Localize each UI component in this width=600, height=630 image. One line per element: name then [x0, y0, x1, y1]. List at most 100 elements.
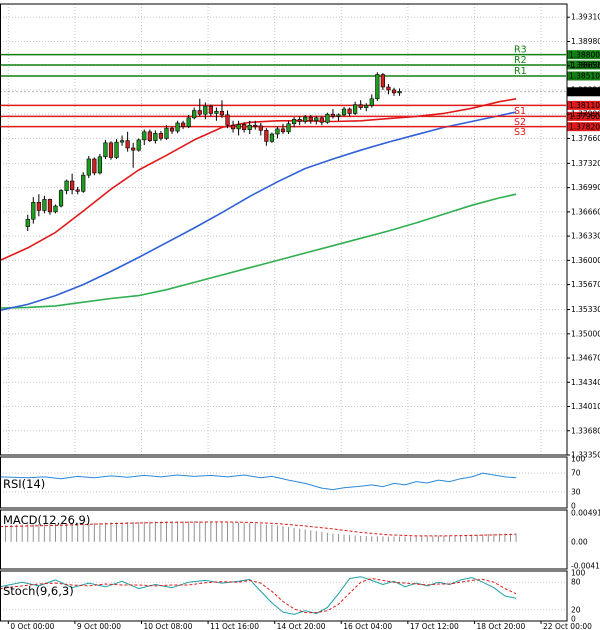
- macd-panel-frame: [0, 509, 568, 570]
- candle-body: [114, 141, 119, 158]
- level-name-r2: R2: [514, 55, 527, 66]
- candle-body: [291, 119, 297, 125]
- stoch-label: Stoch(9,6,3): [3, 584, 74, 598]
- time-tick-label: 16 Oct 04:00: [343, 622, 392, 630]
- axis-labels: 1.39310 1.38980 1.38650 1.38320 1.37990 1.376…: [3, 13, 600, 630]
- candle-body: [364, 105, 369, 108]
- price-tick-label: 1.36990: [571, 183, 600, 192]
- level-price-label: 1.38510: [569, 72, 600, 81]
- candle-body: [303, 116, 308, 122]
- candle-body: [219, 110, 225, 116]
- candle-body: [70, 180, 75, 191]
- candle-body: [397, 91, 402, 94]
- rsi-label: RSI(14): [3, 477, 45, 491]
- axes: [0, 3, 570, 624]
- macd-tick-label: 0.00: [571, 537, 588, 546]
- candle-body: [108, 142, 114, 158]
- candle-body: [391, 89, 397, 94]
- candle-body: [286, 123, 291, 133]
- candle-body: [197, 110, 202, 115]
- price-tick-label: 1.37990: [571, 110, 600, 119]
- candle-body: [169, 127, 175, 132]
- candle-body: [186, 117, 191, 127]
- candle-body: [131, 147, 136, 151]
- main-frame: [0, 3, 568, 456]
- price-tick-label: 1.34340: [571, 378, 600, 387]
- candle-body: [369, 98, 374, 106]
- price-tick-label: 1.36000: [571, 256, 600, 265]
- time-tick-label: 17 Oct 12:00: [410, 622, 459, 630]
- candle-body: [358, 104, 363, 108]
- candle-body: [225, 114, 230, 126]
- candle-body: [153, 132, 158, 141]
- candle-body: [92, 158, 97, 174]
- stoch-tick-label: 0: [571, 615, 576, 624]
- candle-body: [25, 218, 30, 227]
- price-tick-label: 1.34670: [571, 354, 600, 363]
- rsi-tick-label: 100: [571, 455, 586, 464]
- candle-body: [47, 199, 53, 213]
- candle-body: [230, 124, 236, 130]
- candle-body: [386, 86, 391, 91]
- rsi-line: [0, 472, 517, 491]
- candle-body: [275, 128, 280, 135]
- time-tick-label: 10 Oct 08:00: [144, 622, 193, 630]
- pivot-levels: R3 1.38800 R2 1.38660 R1 1.38510 S1 1.38110 S2 1.…: [0, 45, 600, 138]
- stoch-panel-frame: [0, 570, 568, 622]
- stoch-signal-line: [0, 578, 517, 614]
- ma-fast-line: [0, 98, 517, 262]
- candle-body: [36, 202, 41, 211]
- level-price-box: [567, 122, 600, 132]
- candle-body: [42, 199, 47, 211]
- ma-slow-line: [0, 193, 517, 309]
- candle-body: [297, 119, 302, 122]
- time-tick-label: 9 Oct 00:00: [77, 622, 121, 630]
- candle-body: [280, 128, 286, 133]
- level-name-s1: S1: [514, 106, 526, 117]
- candle-body: [253, 124, 258, 127]
- candle-body: [258, 125, 263, 131]
- candle-body: [158, 132, 164, 139]
- price-tick-label: 1.33680: [571, 426, 600, 435]
- level-name-s2: S2: [514, 117, 526, 128]
- candle-body: [97, 156, 102, 174]
- candle-body: [208, 105, 213, 114]
- level-price-box: [567, 60, 600, 70]
- price-tick-label: 1.34010: [571, 402, 600, 411]
- candles: [25, 72, 402, 231]
- level-price-label: 1.37820: [569, 122, 600, 131]
- current-price-box: [567, 87, 600, 97]
- candle-body: [330, 113, 336, 117]
- candle-body: [236, 124, 241, 130]
- candle-body: [308, 116, 313, 122]
- current-price-label: 1.38295: [569, 87, 600, 96]
- candle-body: [175, 122, 180, 132]
- level-price-label: 1.38800: [569, 50, 600, 59]
- macd-tick-label: -0.00412: [571, 562, 600, 571]
- candle-body: [325, 113, 330, 123]
- candle-body: [64, 180, 69, 191]
- candle-body: [81, 174, 86, 192]
- time-tick-label: 0 Oct 00:00: [10, 622, 54, 630]
- stoch-tick-label: 80: [571, 578, 581, 587]
- price-tick-label: 1.33350: [571, 451, 600, 460]
- candle-body: [147, 131, 152, 141]
- candle-body: [142, 131, 147, 141]
- candle-body: [214, 110, 219, 114]
- candle-body: [164, 127, 169, 139]
- price-tick-label: 1.35330: [571, 305, 600, 314]
- level-name-r1: R1: [514, 66, 527, 77]
- candle-body: [347, 108, 352, 114]
- price-tick-label: 1.38980: [571, 37, 600, 46]
- candle-body: [264, 130, 269, 142]
- price-tick-label: 1.35670: [571, 280, 600, 289]
- candle-body: [75, 189, 80, 192]
- price-tick-label: 1.35000: [571, 329, 600, 338]
- rsi-panel-frame: [0, 456, 568, 509]
- price-tick-label: 1.38650: [571, 61, 600, 70]
- candle-body: [31, 202, 36, 220]
- level-price-box: [567, 50, 600, 60]
- candle-body: [247, 124, 252, 130]
- rsi-tick-label: 30: [571, 487, 581, 496]
- candle-body: [380, 74, 385, 88]
